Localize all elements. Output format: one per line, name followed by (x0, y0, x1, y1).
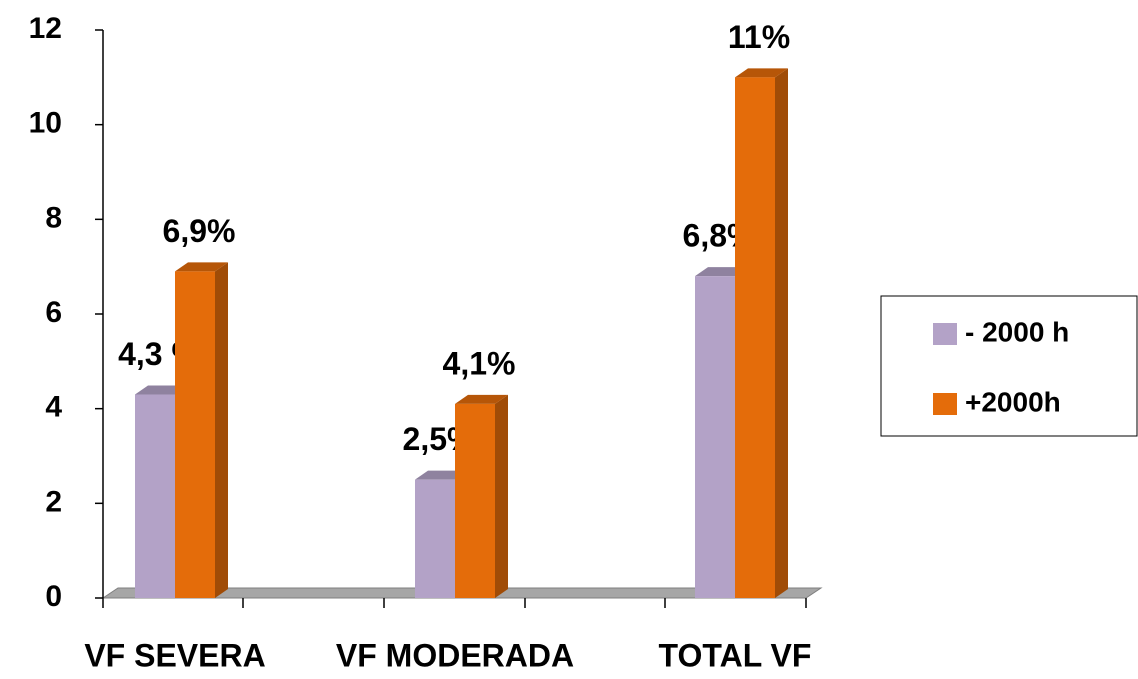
x-tick-label: VF SEVERA (84, 637, 265, 673)
bar-side (775, 68, 788, 599)
legend-swatch (933, 393, 957, 415)
bar-top (135, 385, 188, 395)
bar-top (415, 470, 468, 480)
bar (695, 276, 735, 598)
bar (735, 77, 775, 599)
bar-top (735, 68, 788, 78)
value-label: 4,1% (443, 345, 516, 381)
y-tick-label: 4 (45, 391, 62, 424)
bar-side (495, 394, 508, 598)
y-tick-label: 10 (29, 107, 62, 140)
y-tick-label: 12 (29, 12, 62, 45)
bar-top (695, 267, 748, 277)
legend-swatch (933, 323, 957, 345)
x-tick-label: VF MODERADA (336, 637, 574, 673)
y-tick-label: 2 (45, 485, 62, 518)
bar (455, 403, 495, 598)
x-category-ticks (102, 598, 807, 608)
legend-label: +2000h (965, 386, 1061, 417)
value-label: 11% (728, 19, 790, 55)
bar (175, 271, 215, 598)
bar (415, 479, 455, 598)
y-tick-label: 8 (45, 201, 62, 234)
x-tick-label: TOTAL VF (659, 637, 812, 673)
bar-top (175, 262, 228, 272)
legend-label: - 2000 h (965, 316, 1069, 347)
bar-side (215, 262, 228, 598)
value-label: 6,9% (163, 213, 236, 249)
y-tick-label: 0 (45, 580, 62, 613)
bar-top (455, 394, 508, 404)
y-tick-label: 6 (45, 296, 62, 329)
bar (135, 394, 175, 598)
legend-box (880, 295, 1138, 437)
